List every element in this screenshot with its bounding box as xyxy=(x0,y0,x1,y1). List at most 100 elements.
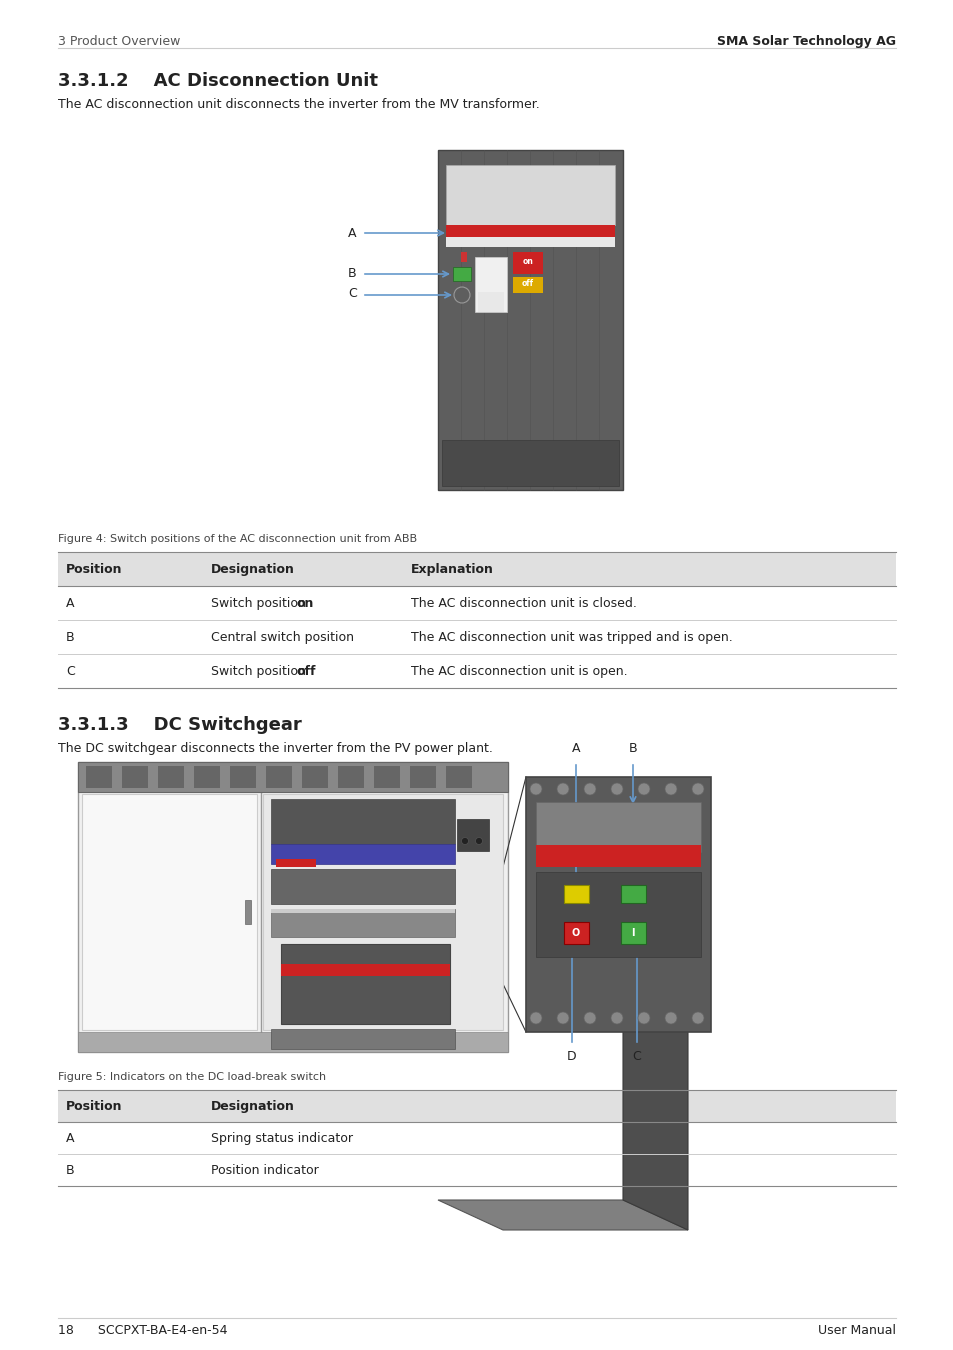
Bar xyxy=(266,765,292,788)
Bar xyxy=(78,761,507,792)
Text: The AC disconnection unit is open.: The AC disconnection unit is open. xyxy=(411,666,627,678)
Text: Switch position: Switch position xyxy=(211,666,310,678)
Bar xyxy=(58,1089,895,1122)
Text: A: A xyxy=(571,743,579,755)
Bar xyxy=(460,252,467,262)
Text: The AC disconnection unit disconnects the inverter from the MV transformer.: The AC disconnection unit disconnects th… xyxy=(58,99,539,111)
Bar xyxy=(122,765,148,788)
Text: C: C xyxy=(632,1050,640,1062)
Text: on: on xyxy=(296,597,314,610)
Bar xyxy=(446,765,472,788)
Text: O: O xyxy=(571,927,579,938)
Bar xyxy=(563,886,588,903)
Text: C: C xyxy=(348,288,356,300)
Bar xyxy=(337,765,364,788)
Bar xyxy=(475,256,506,312)
Text: A: A xyxy=(66,1133,74,1145)
Text: The AC disconnection unit was tripped and is open.: The AC disconnection unit was tripped an… xyxy=(411,630,732,644)
Circle shape xyxy=(638,1012,649,1025)
Bar xyxy=(58,1154,895,1187)
Bar xyxy=(525,778,710,1031)
Bar xyxy=(620,922,645,944)
Bar xyxy=(271,1029,455,1049)
Bar xyxy=(536,802,700,852)
Bar xyxy=(271,909,455,913)
Text: B: B xyxy=(348,267,356,279)
Text: Central switch position: Central switch position xyxy=(211,630,354,644)
Text: off: off xyxy=(521,279,534,289)
Bar xyxy=(245,900,251,923)
Text: SMA Solar Technology AG: SMA Solar Technology AG xyxy=(717,35,895,49)
Bar xyxy=(446,225,615,247)
Bar xyxy=(281,944,450,1025)
Circle shape xyxy=(475,837,482,845)
Bar xyxy=(536,845,700,867)
Bar xyxy=(446,165,615,225)
Circle shape xyxy=(664,783,677,795)
Bar xyxy=(86,765,112,788)
Bar xyxy=(536,872,700,957)
Text: Position: Position xyxy=(66,1100,122,1112)
Bar xyxy=(513,252,542,274)
Bar xyxy=(456,819,489,850)
Bar xyxy=(374,765,399,788)
Bar xyxy=(410,765,436,788)
Circle shape xyxy=(557,1012,568,1025)
Text: A: A xyxy=(348,227,356,240)
Bar xyxy=(281,964,450,976)
Bar xyxy=(441,440,618,486)
Bar xyxy=(271,844,455,864)
Text: off: off xyxy=(296,666,315,678)
Bar xyxy=(78,1031,507,1052)
Bar xyxy=(58,653,895,688)
Circle shape xyxy=(664,1012,677,1025)
Bar xyxy=(230,765,255,788)
Circle shape xyxy=(691,1012,703,1025)
Text: Position: Position xyxy=(66,563,122,576)
Text: 18      SCCPXT-BA-E4-en-54: 18 SCCPXT-BA-E4-en-54 xyxy=(58,1324,227,1336)
Text: B: B xyxy=(628,743,637,755)
Bar xyxy=(620,886,645,903)
Bar xyxy=(446,238,615,247)
Circle shape xyxy=(530,783,541,795)
Bar xyxy=(58,1122,895,1154)
Circle shape xyxy=(610,1012,622,1025)
Text: B: B xyxy=(66,1164,74,1177)
Polygon shape xyxy=(622,860,687,1230)
Bar xyxy=(477,292,503,312)
Text: 3.3.1.3    DC Switchgear: 3.3.1.3 DC Switchgear xyxy=(58,716,301,734)
Circle shape xyxy=(638,783,649,795)
Text: Figure 5: Indicators on the DC load-break switch: Figure 5: Indicators on the DC load-brea… xyxy=(58,1072,326,1081)
Text: on: on xyxy=(522,256,533,266)
Bar xyxy=(82,794,256,1030)
Circle shape xyxy=(461,837,468,845)
Bar xyxy=(275,859,315,867)
Bar xyxy=(563,922,588,944)
Text: A: A xyxy=(66,597,74,610)
Circle shape xyxy=(557,783,568,795)
Bar xyxy=(437,150,622,490)
Bar xyxy=(453,267,471,281)
Text: D: D xyxy=(567,1050,577,1062)
Bar xyxy=(271,909,455,937)
Circle shape xyxy=(583,1012,596,1025)
Text: Switch position: Switch position xyxy=(211,597,310,610)
Bar xyxy=(271,869,455,904)
Circle shape xyxy=(583,783,596,795)
Bar xyxy=(78,761,507,1052)
Bar xyxy=(513,277,542,293)
Bar xyxy=(58,586,895,620)
Text: Designation: Designation xyxy=(211,1100,294,1112)
Text: B: B xyxy=(66,630,74,644)
Text: Figure 4: Switch positions of the AC disconnection unit from ABB: Figure 4: Switch positions of the AC dis… xyxy=(58,535,416,544)
Text: 3.3.1.2    AC Disconnection Unit: 3.3.1.2 AC Disconnection Unit xyxy=(58,72,377,90)
Circle shape xyxy=(610,783,622,795)
Bar xyxy=(263,794,502,1030)
Text: The DC switchgear disconnects the inverter from the PV power plant.: The DC switchgear disconnects the invert… xyxy=(58,743,493,755)
Bar xyxy=(58,620,895,653)
Bar xyxy=(158,765,184,788)
Bar xyxy=(193,765,220,788)
Text: 3 Product Overview: 3 Product Overview xyxy=(58,35,180,49)
Bar xyxy=(271,799,455,844)
Circle shape xyxy=(454,288,470,302)
